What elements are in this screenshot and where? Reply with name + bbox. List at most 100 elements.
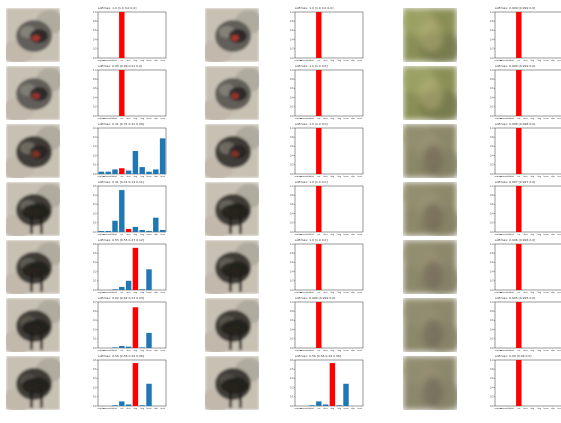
y-tick-label: 1.0 bbox=[490, 127, 494, 130]
y-tick-label: 1.0 bbox=[93, 69, 97, 72]
y-tick-label: 0.0 bbox=[490, 231, 494, 234]
axes-frame bbox=[294, 301, 364, 349]
x-tick-label: horse bbox=[543, 291, 549, 294]
chart-title: softmax: 1.0 [1.0 0.0] bbox=[295, 180, 328, 184]
x-tick-label: ship bbox=[551, 350, 556, 352]
x-tick-label: frog bbox=[537, 349, 542, 352]
image-region bbox=[30, 274, 33, 292]
bar bbox=[139, 229, 145, 232]
x-tick-label: deer bbox=[323, 117, 328, 120]
bar bbox=[516, 302, 522, 348]
axes-frame bbox=[494, 69, 561, 117]
y-tick-label: 0.3 bbox=[93, 328, 97, 331]
input-image-thumbnail bbox=[6, 66, 60, 120]
x-tick-label: truck bbox=[557, 117, 561, 120]
x-tick-label: deer bbox=[126, 291, 131, 294]
image-region bbox=[30, 87, 48, 101]
bar bbox=[316, 401, 322, 406]
x-tick-label: deer bbox=[126, 349, 131, 352]
bar bbox=[146, 230, 152, 232]
x-tick-label: cat bbox=[517, 407, 520, 410]
x-tick-label: bird bbox=[113, 233, 117, 236]
x-tick-label: dog bbox=[331, 350, 335, 352]
y-tick-label: 0.1 bbox=[93, 222, 97, 225]
input-image-thumbnail bbox=[6, 8, 60, 62]
y-tick-label: 0.2 bbox=[490, 164, 494, 167]
y-tick-label: 0.0 bbox=[490, 289, 494, 292]
y-tick-label: 0.2 bbox=[290, 164, 294, 167]
x-tick-label: automobile bbox=[300, 349, 312, 352]
image-region bbox=[22, 262, 50, 278]
x-tick-label: airplane bbox=[98, 349, 107, 352]
x-tick-label: ship bbox=[551, 118, 556, 120]
x-tick-label: ship bbox=[154, 292, 159, 294]
x-tick-label: bird bbox=[310, 59, 314, 62]
x-tick-label: cat bbox=[317, 175, 320, 178]
x-tick-label: horse bbox=[343, 233, 349, 236]
x-tick-label: cat bbox=[517, 233, 520, 236]
y-tick-label: 0.6 bbox=[490, 319, 494, 322]
bar bbox=[125, 170, 132, 174]
x-tick-label: deer bbox=[323, 233, 328, 236]
image-region bbox=[30, 216, 33, 234]
x-tick-label: frog bbox=[140, 349, 145, 352]
x-tick-label: automobile bbox=[300, 233, 312, 236]
image-region bbox=[419, 20, 443, 52]
bar bbox=[119, 168, 125, 174]
x-tick-label: ship bbox=[154, 350, 159, 352]
x-tick-label: cat bbox=[120, 349, 123, 352]
y-tick-label: 0.6 bbox=[490, 87, 494, 90]
x-tick-label: dog bbox=[134, 176, 138, 178]
bar bbox=[139, 347, 145, 348]
chart-title: softmax: 0.41 [0.41 0.14 0.11] bbox=[98, 180, 144, 184]
x-tick-label: frog bbox=[337, 291, 342, 294]
y-tick-label: 0.0 bbox=[93, 173, 97, 176]
x-tick-label: truck bbox=[357, 117, 363, 120]
x-tick-label: airplane bbox=[495, 117, 504, 120]
input-image-thumbnail bbox=[6, 240, 60, 294]
softmax-bar-chart: softmax: 0.995 [0.995 0.0] 0.0 0.2 0.4 0.6 0.… bbox=[487, 296, 561, 356]
image-region bbox=[221, 262, 249, 278]
x-tick-label: ship bbox=[154, 60, 159, 62]
bar bbox=[112, 347, 118, 348]
x-tick-label: truck bbox=[557, 349, 561, 352]
y-tick-label: 0.8 bbox=[290, 252, 294, 255]
y-tick-label: 1.0 bbox=[490, 69, 494, 72]
x-tick-label: horse bbox=[146, 175, 152, 178]
y-tick-label: 0.7 bbox=[93, 301, 97, 304]
x-tick-label: frog bbox=[337, 407, 342, 410]
chart-title: softmax: 0.999 [0.999 0.0] bbox=[495, 64, 536, 68]
image-region bbox=[423, 377, 443, 405]
bar bbox=[125, 346, 132, 348]
image-region bbox=[40, 274, 43, 292]
image-region bbox=[40, 332, 43, 350]
bar bbox=[119, 286, 125, 290]
y-tick-label: 0.2 bbox=[290, 338, 294, 341]
image-region bbox=[229, 216, 232, 234]
image-region bbox=[229, 274, 232, 292]
bar bbox=[153, 169, 159, 174]
y-tick-label: 0.4 bbox=[290, 270, 294, 273]
chart-title: softmax: 0.99 [0.99 0.0] bbox=[495, 354, 532, 358]
y-tick-label: 0.4 bbox=[290, 154, 294, 157]
image-region bbox=[229, 145, 247, 159]
x-tick-label: dog bbox=[134, 118, 138, 120]
x-tick-label: cat bbox=[517, 291, 520, 294]
x-tick-label: ship bbox=[351, 60, 356, 62]
x-tick-label: airplane bbox=[295, 407, 304, 410]
x-tick-label: airplane bbox=[495, 407, 504, 410]
bar bbox=[112, 405, 118, 406]
x-tick-label: bird bbox=[510, 59, 514, 62]
image-region bbox=[239, 274, 242, 292]
y-tick-label: 0.6 bbox=[490, 261, 494, 264]
y-tick-label: 1.0 bbox=[490, 359, 494, 362]
bar bbox=[132, 307, 139, 348]
x-tick-label: cat bbox=[517, 175, 520, 178]
x-tick-label: automobile bbox=[103, 233, 115, 236]
x-tick-label: horse bbox=[146, 291, 152, 294]
y-tick-label: 0.8 bbox=[490, 78, 494, 81]
x-tick-label: airplane bbox=[98, 233, 107, 236]
y-tick-label: 0.4 bbox=[490, 154, 494, 157]
bar bbox=[516, 12, 522, 58]
